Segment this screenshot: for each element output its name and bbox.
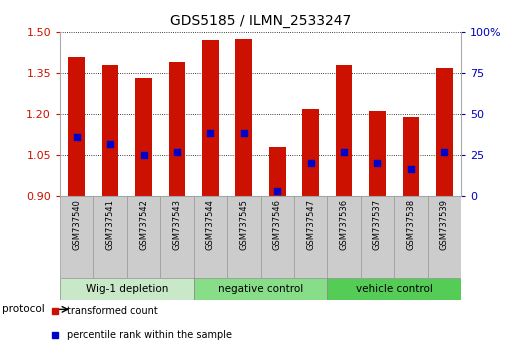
Text: negative control: negative control xyxy=(218,284,303,294)
Point xyxy=(340,149,348,155)
Bar xyxy=(327,196,361,278)
Text: GSM737547: GSM737547 xyxy=(306,199,315,250)
Point xyxy=(140,152,148,158)
Bar xyxy=(403,117,419,196)
Point xyxy=(273,188,281,193)
Text: GSM737544: GSM737544 xyxy=(206,199,215,250)
Bar xyxy=(294,196,327,278)
Bar xyxy=(327,278,461,300)
Point xyxy=(106,141,114,147)
Text: percentile rank within the sample: percentile rank within the sample xyxy=(67,330,232,340)
Bar xyxy=(60,278,194,300)
Text: GSM737545: GSM737545 xyxy=(239,199,248,250)
Text: vehicle control: vehicle control xyxy=(356,284,432,294)
Text: transformed count: transformed count xyxy=(67,307,158,316)
Bar xyxy=(60,196,93,278)
Text: GSM737540: GSM737540 xyxy=(72,199,81,250)
Bar xyxy=(202,40,219,196)
Bar xyxy=(235,39,252,196)
Bar xyxy=(127,196,160,278)
Title: GDS5185 / ILMN_2533247: GDS5185 / ILMN_2533247 xyxy=(170,14,351,28)
Bar xyxy=(394,196,427,278)
Bar xyxy=(336,65,352,196)
Text: GSM737537: GSM737537 xyxy=(373,199,382,250)
Text: GSM737546: GSM737546 xyxy=(273,199,282,250)
Text: GSM737542: GSM737542 xyxy=(139,199,148,250)
Bar xyxy=(194,196,227,278)
Bar xyxy=(427,196,461,278)
Point xyxy=(440,149,448,155)
Text: GSM737536: GSM737536 xyxy=(340,199,348,250)
Bar xyxy=(369,111,386,196)
Bar xyxy=(169,62,185,196)
Point xyxy=(240,130,248,136)
Bar xyxy=(361,196,394,278)
Point xyxy=(307,160,315,166)
Bar xyxy=(102,65,119,196)
Text: protocol: protocol xyxy=(2,304,45,314)
Text: Wig-1 depletion: Wig-1 depletion xyxy=(86,284,168,294)
Bar xyxy=(261,196,294,278)
Point xyxy=(407,166,415,171)
Bar xyxy=(269,147,286,196)
Bar xyxy=(227,196,261,278)
Text: GSM737539: GSM737539 xyxy=(440,199,449,250)
Point xyxy=(173,149,181,155)
Bar xyxy=(436,68,452,196)
Text: GSM737538: GSM737538 xyxy=(406,199,416,250)
Point xyxy=(373,160,382,166)
Bar xyxy=(302,109,319,196)
Point xyxy=(206,130,214,136)
Bar xyxy=(160,196,194,278)
Point xyxy=(73,135,81,140)
Bar xyxy=(135,79,152,196)
Text: GSM737541: GSM737541 xyxy=(106,199,114,250)
Text: GSM737543: GSM737543 xyxy=(172,199,182,250)
Bar xyxy=(194,278,327,300)
Bar xyxy=(68,57,85,196)
Bar xyxy=(93,196,127,278)
